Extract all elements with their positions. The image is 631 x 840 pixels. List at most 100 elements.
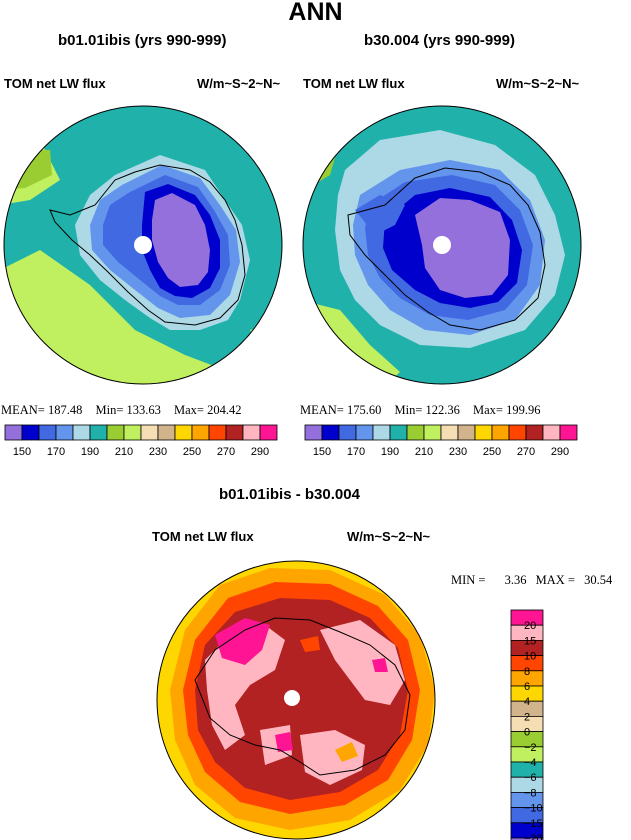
colorbar-panel2-swatch (406, 424, 425, 441)
colorbar-panel2-swatch (423, 424, 442, 441)
panel3-max-value: 30.54 (584, 573, 613, 587)
panel1-units-label: W/m~S~2~N~ (197, 76, 281, 91)
colorbar-panel2-swatch (474, 424, 493, 441)
colorbar-panel3-tick-label: 4 (524, 696, 530, 708)
top-maps (3, 105, 582, 385)
panel1-min-value: 133.63 (126, 403, 161, 417)
panel2-title: b30.004 (yrs 990-999) (364, 32, 515, 49)
panel2-variable-label: TOM net LW flux (303, 76, 405, 91)
colorbar-panel1-swatch (106, 424, 125, 441)
colorbar-panel3-tick-label: −10 (524, 803, 543, 815)
colorbar-panel2-swatch (321, 424, 340, 441)
colorbar-panel2-swatch (457, 424, 476, 441)
colorbar-panel2-swatch (304, 424, 323, 441)
colorbar-panel1-swatch (55, 424, 74, 441)
colorbar-panel2-swatch (508, 424, 527, 441)
colorbar-panel2-swatch (355, 424, 374, 441)
colorbar-panel2-swatch (440, 424, 459, 441)
panel3-min-value: 3.36 (504, 573, 527, 587)
colorbar-panel2-swatch (389, 424, 408, 441)
colorbar-panel1-tick-label: 230 (149, 446, 167, 458)
colorbar-panel2: 150 170 190 210 230 250 270 290 (304, 424, 578, 458)
colorbar-panel2-tick-label: 150 (313, 446, 331, 458)
colorbar-panel3-tick-label: −6 (524, 772, 537, 784)
colorbar-panel1-tick-label: 270 (217, 446, 235, 458)
colorbar-panel2-swatch (559, 424, 578, 441)
map-panel3 (156, 560, 436, 840)
colorbar-panel1-tick-label: 190 (81, 446, 99, 458)
colorbar-panel2-tick-label: 290 (551, 446, 569, 458)
colorbar-panel2-swatch (542, 424, 561, 441)
colorbar-panel3-tick-label: −20 (524, 833, 543, 840)
colorbars-abs: 150 170 190 210 230 250 270 290 150 170 190 210 230… (4, 424, 578, 458)
colorbar-panel3-tick-label: 0 (524, 727, 530, 739)
panel2-mean-value: 175.60 (346, 403, 382, 417)
panel2-min-label: Min= (394, 403, 423, 417)
panel2-stats: MEAN= 175.60 Min= 122.36 Max= 199.96 (300, 403, 540, 418)
colorbar-panel1-tick-label: 250 (183, 446, 201, 458)
panel3-max-label: MAX = (535, 573, 575, 587)
colorbar-panel2-tick-label: 250 (483, 446, 501, 458)
colorbar-panel1-tick-label: 290 (251, 446, 269, 458)
panel1-max-label: Max= (174, 403, 204, 417)
panel1-min-label: Min= (95, 403, 124, 417)
colorbar-panel3-tick-label: −15 (524, 818, 543, 830)
colorbar-panel1-swatch (174, 424, 193, 441)
panel2-units-label: W/m~S~2~N~ (496, 76, 580, 91)
colorbar-panel1-swatch (140, 424, 159, 441)
panel3-units-label: W/m~S~2~N~ (347, 529, 431, 544)
colorbar-panel1-swatch (242, 424, 261, 441)
colorbar-panel3-tick-label: 10 (524, 651, 536, 663)
colorbar-panel2-swatch (338, 424, 357, 441)
panel3-min-label: MIN = (451, 573, 486, 587)
colorbar-panel3-tick-label: 20 (524, 620, 536, 632)
colorbar-panel2-tick-label: 190 (381, 446, 399, 458)
colorbar-panel2-swatch (372, 424, 391, 441)
panel3-title: b01.01ibis - b30.004 (219, 486, 360, 503)
panel1-title: b01.01ibis (yrs 990-999) (58, 32, 227, 49)
panel1-mean-value: 187.48 (47, 403, 83, 417)
colorbar-panel2-swatch (525, 424, 544, 441)
colorbar-panel1-swatch (38, 424, 57, 441)
colorbar-panel1-swatch (157, 424, 176, 441)
colorbar-panel2-swatch (491, 424, 510, 441)
colorbar-panel1-swatch (259, 424, 278, 441)
colorbar-panel1-swatch (208, 424, 227, 441)
colorbar-panel1-swatch (89, 424, 108, 441)
colorbar-panel3-tick-label: 2 (524, 711, 530, 723)
colorbar-panel3-tick-label: 6 (524, 681, 530, 693)
colorbar-panel1: 150 170 190 210 230 250 270 290 (4, 424, 278, 458)
colorbar-panel2-tick-label: 270 (517, 446, 535, 458)
colorbar-panel1-swatch (225, 424, 244, 441)
colorbar-panel1-swatch (123, 424, 142, 441)
panel3-stats: MIN = 3.36 MAX = 30.54 (451, 573, 612, 588)
panel2-mean-label: MEAN= (300, 403, 344, 417)
map-panel2 (302, 105, 582, 385)
panel1-max-value: 204.42 (207, 403, 242, 417)
panel2-max-value: 199.96 (506, 403, 541, 417)
colorbar-panel3-tick-label: −2 (524, 742, 537, 754)
panel1-variable-label: TOM net LW flux (4, 76, 106, 91)
panel3-variable-label: TOM net LW flux (152, 529, 254, 544)
page-title: ANN (288, 0, 343, 26)
colorbar-panel1-swatch (21, 424, 40, 441)
panel1-mean-label: MEAN= (1, 403, 45, 417)
colorbar-panel1-tick-label: 150 (13, 446, 31, 458)
colorbar-panel2-tick-label: 210 (415, 446, 433, 458)
colorbar-panel3-tick-label: −8 (524, 787, 537, 799)
colorbar-panel3-tick-label: −4 (524, 757, 537, 769)
colorbar-panel1-tick-label: 170 (47, 446, 65, 458)
panel2-max-label: Max= (473, 403, 503, 417)
map-panel1 (3, 105, 283, 385)
panel1-stats: MEAN= 187.48 Min= 133.63 Max= 204.42 (1, 403, 241, 418)
colorbar-panel3-tick-label: 15 (524, 635, 536, 647)
colorbar-panel2-tick-label: 230 (449, 446, 467, 458)
colorbar-panel3-swatch (510, 837, 544, 840)
panel2-min-value: 122.36 (425, 403, 460, 417)
colorbar-panel3-tick-label: 8 (524, 666, 530, 678)
colorbar-panel1-swatch (4, 424, 23, 441)
colorbar-panel1-swatch (72, 424, 91, 441)
colorbar-panel1-swatch (191, 424, 210, 441)
